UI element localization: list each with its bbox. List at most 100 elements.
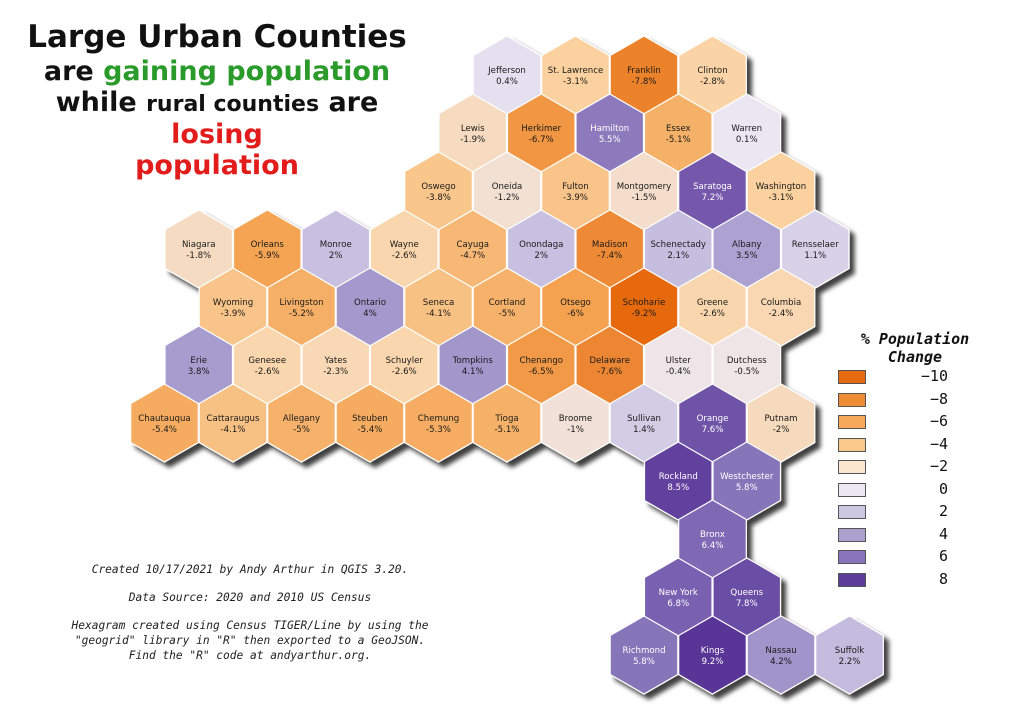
- county-value: -7.4%: [597, 251, 622, 261]
- title-line-2: are gaining population: [12, 56, 422, 87]
- county-name: Monroe: [320, 240, 352, 250]
- county-value: -3.9%: [221, 309, 246, 319]
- county-value: -5.9%: [255, 251, 280, 261]
- county-name: Chemung: [418, 414, 459, 424]
- county-value: 0.4%: [496, 77, 518, 87]
- county-name: Schuyler: [386, 356, 424, 366]
- county-value: 6.8%: [667, 599, 689, 609]
- county-name: Oneida: [492, 182, 523, 192]
- county-value: -5%: [293, 425, 310, 435]
- county-name: New York: [659, 588, 698, 598]
- legend-swatch: [838, 415, 866, 429]
- legend-label: −2: [929, 457, 948, 475]
- county-value: 2%: [329, 251, 343, 261]
- county-value: -6.5%: [529, 367, 554, 377]
- county-name: Montgomery: [617, 182, 671, 192]
- legend-swatch: [838, 482, 866, 497]
- county-name: Onondaga: [519, 240, 563, 250]
- county-name: Wayne: [390, 240, 419, 250]
- title-line-3: while rural counties are losing: [12, 87, 422, 150]
- county-name: Yates: [324, 356, 348, 366]
- map-title: Large Urban Counties are gaining populat…: [12, 19, 422, 181]
- county-value: -5.4%: [152, 425, 177, 435]
- county-value: 9.2%: [702, 657, 724, 667]
- title-line-4: population: [135, 149, 299, 181]
- county-value: -7.8%: [632, 77, 657, 87]
- county-name: Cortland: [489, 298, 526, 308]
- county-name: Delaware: [590, 356, 631, 366]
- legend-title-line-1: % Population: [860, 330, 970, 348]
- county-name: Wyoming: [213, 298, 253, 308]
- county-name: Allegany: [283, 414, 320, 424]
- county-value: -4.1%: [426, 309, 451, 319]
- legend-label: −8: [929, 389, 948, 408]
- county-name: Steuben: [352, 414, 388, 424]
- county-name: Warren: [731, 124, 762, 134]
- county-value: -2.6%: [700, 309, 725, 319]
- county-hex-tioga: [472, 383, 542, 463]
- county-value: -2.3%: [323, 367, 348, 377]
- legend-swatch: [838, 550, 866, 564]
- county-name: Saratoga: [693, 182, 732, 192]
- county-value: 8.5%: [667, 483, 689, 493]
- county-name: Washington: [756, 182, 807, 192]
- county-hex-chautauqua: [130, 383, 199, 463]
- county-value: -0.5%: [734, 367, 759, 377]
- county-name: Dutchess: [727, 356, 767, 366]
- county-name: Livingston: [279, 298, 323, 308]
- county-hex-steuben: [335, 383, 405, 463]
- legend: % Population Change −10 −8 −6 −4 −2 0 2 4 6 8: [830, 330, 1010, 588]
- legend-label: 2: [938, 502, 948, 520]
- county-value: 5.5%: [599, 135, 621, 145]
- county-name: Madison: [592, 240, 628, 250]
- credit-method: Hexagram created using Census TIGER/Line…: [71, 619, 429, 663]
- county-name: Oswego: [421, 182, 455, 192]
- county-value: -6%: [567, 309, 584, 319]
- county-value: 6.4%: [702, 541, 724, 551]
- county-value: 7.6%: [702, 425, 724, 435]
- county-name: Bronx: [700, 530, 725, 540]
- county-value: 3.5%: [736, 251, 758, 261]
- county-hex-richmond: [609, 615, 679, 695]
- county-value: -5.2%: [289, 309, 314, 319]
- county-hex-chemung: [404, 383, 473, 463]
- county-name: Chenango: [519, 356, 563, 366]
- county-value: 4.2%: [770, 657, 792, 667]
- county-name: Orleans: [251, 240, 285, 250]
- county-name: Tioga: [494, 414, 518, 424]
- county-name: Herkimer: [521, 124, 561, 134]
- county-hex-suffolk: [815, 615, 884, 695]
- county-value: 7.2%: [702, 193, 724, 203]
- county-value: -5%: [499, 309, 516, 319]
- county-name: Schenectady: [650, 240, 706, 250]
- county-value: -5.1%: [495, 425, 520, 435]
- county-value: 4%: [363, 309, 377, 319]
- county-value: -2.4%: [769, 309, 794, 319]
- legend-swatch: [838, 392, 866, 407]
- county-value: -1.9%: [460, 135, 485, 145]
- county-value: 2.2%: [839, 657, 861, 667]
- county-name: Richmond: [622, 646, 665, 656]
- legend-swatch: [838, 572, 866, 587]
- county-hex-allegany: [267, 383, 336, 463]
- county-name: Greene: [697, 298, 728, 308]
- county-name: Schoharie: [623, 298, 666, 308]
- county-value: -3.8%: [426, 193, 451, 203]
- county-value: 1.1%: [804, 251, 826, 261]
- county-name: Albany: [732, 240, 762, 250]
- county-value: -1.2%: [495, 193, 520, 203]
- county-value: -1.5%: [632, 193, 657, 203]
- legend-label: 6: [938, 547, 948, 565]
- county-value: 7.8%: [736, 599, 758, 609]
- county-name: Cattaraugus: [207, 414, 260, 424]
- county-value: -4.7%: [460, 251, 485, 261]
- county-name: Cayuga: [456, 240, 489, 250]
- legend-swatch: [838, 437, 866, 452]
- county-name: Ulster: [666, 356, 692, 366]
- county-name: Clinton: [697, 66, 727, 76]
- title-rural: rural counties: [146, 92, 320, 118]
- county-name: Erie: [190, 356, 207, 366]
- legend-swatch: [838, 505, 866, 519]
- county-name: St. Lawrence: [548, 66, 603, 76]
